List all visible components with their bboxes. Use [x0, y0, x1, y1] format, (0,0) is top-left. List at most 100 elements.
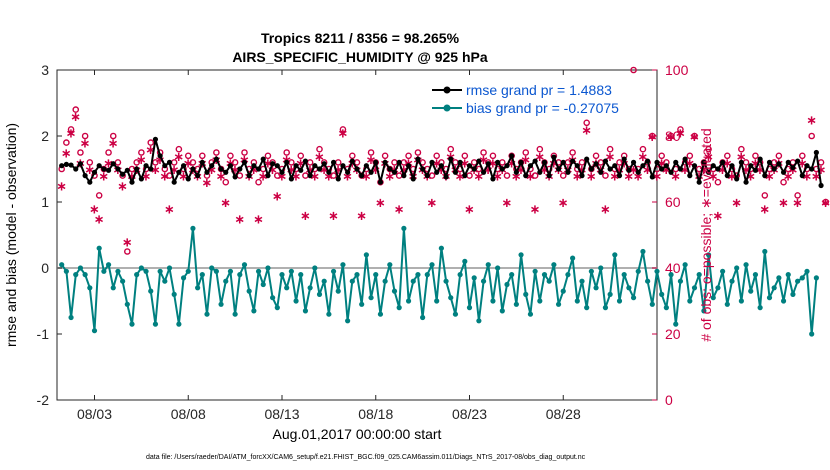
- bias-point: [738, 298, 744, 304]
- y-axis-label-left: rmse and bias (model - observation): [3, 123, 19, 347]
- obs-possible-point: [536, 145, 544, 153]
- obs-evaluated-point: ∗: [136, 152, 147, 167]
- obs-evaluated-point: ∗: [562, 162, 573, 177]
- rmse-point: [143, 163, 149, 169]
- rmse-point: [630, 159, 637, 165]
- bias-point: [584, 305, 590, 311]
- obs-possible-point: [780, 178, 787, 186]
- rmse-point: [321, 161, 327, 167]
- rmse-point: [499, 166, 505, 172]
- bias-point: [105, 262, 112, 268]
- bias-point: [373, 272, 379, 278]
- rmse-point: [757, 156, 763, 162]
- obs-evaluated-point: ∗: [159, 169, 170, 184]
- rmse-point: [73, 166, 79, 172]
- obs-possible-point: [738, 145, 745, 153]
- obs-evaluated-point: ∗: [239, 152, 250, 167]
- obs-possible-point: [705, 145, 712, 153]
- obs-possible-point: [592, 152, 600, 160]
- obs-possible-point: [175, 145, 183, 153]
- obs-evaluated-point: ∗: [764, 169, 775, 184]
- bias-point: [129, 321, 135, 327]
- obs-possible-point: [227, 152, 234, 160]
- x-tick-label: 08/13: [264, 406, 299, 422]
- bias-point: [485, 262, 491, 268]
- rmse-point: [457, 159, 463, 165]
- rmse-point: [738, 159, 744, 165]
- bias-point: [701, 308, 707, 314]
- obs-evaluated-point: ∗: [253, 212, 264, 227]
- bias-point: [354, 272, 360, 278]
- y-right-tick-label: 60: [665, 194, 681, 210]
- bias-point: [546, 278, 552, 284]
- bias-point: [743, 262, 749, 268]
- obs-evaluated-point: ∗: [84, 162, 95, 177]
- rmse-point: [448, 156, 454, 162]
- obs-possible-point: [480, 149, 487, 156]
- obs-evaluated-point: ∗: [220, 195, 231, 210]
- rmse-point: [115, 166, 121, 172]
- obs-evaluated-point: ∗: [511, 169, 522, 184]
- bias-point: [602, 305, 609, 311]
- rmse-point: [110, 161, 116, 167]
- rmse-point: [766, 159, 773, 165]
- obs-possible-point: [330, 172, 337, 179]
- obs-evaluated-point: ∗: [183, 155, 194, 170]
- obs-possible-point: [405, 152, 412, 160]
- rmse-point: [213, 156, 219, 162]
- obs-evaluated-point: ∗: [516, 162, 527, 177]
- bias-point: [363, 252, 369, 258]
- rmse-point: [377, 179, 384, 185]
- obs-evaluated-point: ∗: [398, 162, 409, 177]
- obs-evaluated-point: ∗: [703, 149, 714, 164]
- obs-possible-point: [283, 149, 290, 156]
- obs-evaluated-point: ∗: [797, 155, 808, 170]
- bias-point: [270, 295, 276, 301]
- bias-point: [298, 272, 304, 278]
- obs-evaluated-point: ∗: [698, 162, 709, 177]
- bias-point: [766, 295, 773, 301]
- rmse-point: [612, 163, 618, 169]
- bias-point: [312, 265, 318, 271]
- y-left-tick-label: -1: [37, 326, 50, 342]
- obs-evaluated-point: ∗: [473, 169, 484, 184]
- rmse-point: [415, 156, 421, 162]
- obs-evaluated-point: ∗: [708, 169, 719, 184]
- obs-evaluated-point: ∗: [314, 149, 325, 164]
- bias-point: [574, 298, 580, 304]
- obs-possible-point: [531, 172, 539, 179]
- obs-possible-point: [503, 172, 511, 179]
- obs-evaluated-point: ∗: [431, 155, 442, 170]
- rmse-point: [752, 167, 759, 173]
- bias-point: [785, 272, 791, 278]
- x-tick-label: 08/23: [452, 406, 487, 422]
- bias-point: [162, 278, 168, 284]
- bias-point: [616, 298, 623, 304]
- bias-point: [218, 301, 224, 307]
- rmse-point: [621, 156, 627, 162]
- rmse-point: [312, 163, 318, 169]
- obs-evaluated-point: ∗: [216, 169, 227, 184]
- obs-possible-point: [808, 132, 815, 140]
- x-tick-label: 08/18: [358, 406, 393, 422]
- rmse-point: [302, 158, 309, 164]
- rmse-point: [640, 163, 646, 169]
- plot-area: [56, 69, 658, 401]
- rmse-point: [729, 163, 735, 169]
- obs-possible-point: [63, 139, 70, 146]
- bias-point: [326, 311, 332, 317]
- obs-possible-point: [222, 178, 230, 186]
- obs-possible-point: [349, 152, 356, 160]
- obs-evaluated-point: ∗: [155, 152, 166, 167]
- obs-evaluated-point: ∗: [600, 202, 611, 217]
- obs-evaluated-point: ∗: [628, 162, 639, 177]
- rmse-point: [162, 163, 168, 169]
- obs-evaluated-point: ∗: [811, 169, 822, 184]
- rmse-point: [82, 173, 88, 179]
- obs-evaluated-point: ∗: [277, 169, 288, 184]
- rmse-point: [705, 169, 712, 175]
- rmse-point: [818, 182, 824, 189]
- obs-evaluated-point: ∗: [647, 129, 658, 144]
- obs-evaluated-point: ∗: [741, 162, 752, 177]
- bias-point: [649, 301, 655, 307]
